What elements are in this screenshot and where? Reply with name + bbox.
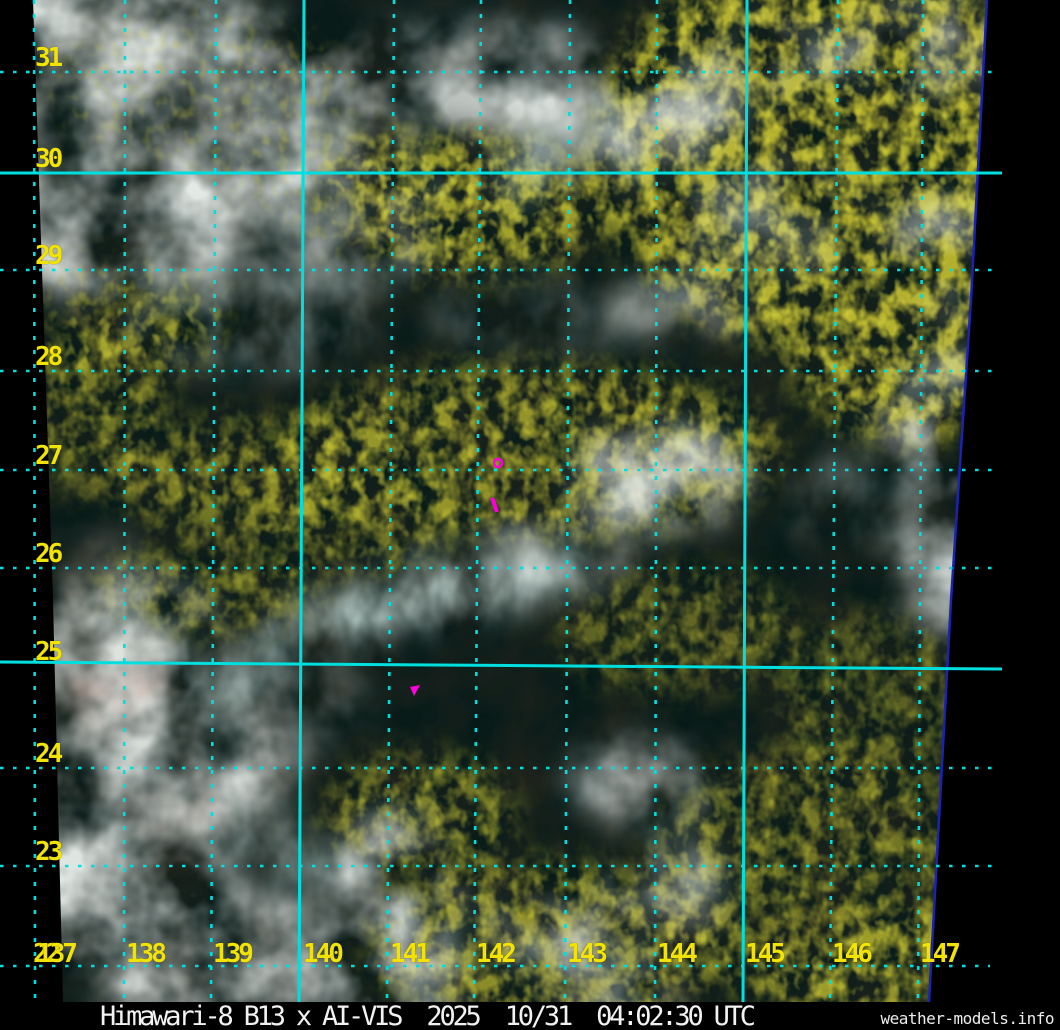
lon-label-137: 137 [37, 939, 78, 969]
lon-label-139: 139 [213, 939, 254, 969]
lon-label-145: 145 [745, 939, 786, 969]
lon-label-146: 146 [832, 939, 873, 969]
lon-label-147: 147 [920, 939, 961, 969]
lat-label-22: 22 [33, 939, 61, 969]
data-edge-line [927, 0, 989, 1003]
dash-marker-icon [490, 497, 499, 513]
lat-label-24: 24 [35, 739, 63, 769]
lon-label-140: 140 [303, 939, 344, 969]
lon-label-141: 141 [390, 939, 431, 969]
flag-marker-icon [410, 685, 420, 696]
lat-label-31: 31 [35, 43, 63, 73]
lat-label-25: 25 [35, 637, 63, 667]
lon-label-138: 138 [126, 939, 167, 969]
lat-label-26: 26 [35, 539, 63, 569]
watermark: weather-models.info [880, 1009, 1054, 1028]
lat-label-23: 23 [35, 837, 63, 867]
lon-label-144: 144 [657, 939, 698, 969]
lat-label-30: 30 [35, 144, 63, 174]
grid-overlay [0, 0, 1003, 1003]
lat-label-27: 27 [35, 441, 63, 471]
image-caption: Himawari-8 B13 x AI-VIS 2025 10/31 04:02… [100, 1001, 756, 1030]
lat-label-29: 29 [35, 241, 63, 271]
ring-marker-icon [492, 457, 504, 469]
footer-bar: Himawari-8 B13 x AI-VIS 2025 10/31 04:02… [0, 1002, 1060, 1030]
satellite-imagery-layer [33, 0, 987, 1002]
lon-label-143: 143 [567, 939, 608, 969]
magenta-markers [410, 457, 504, 696]
lat-label-28: 28 [35, 342, 63, 372]
lon-label-142: 142 [476, 939, 517, 969]
